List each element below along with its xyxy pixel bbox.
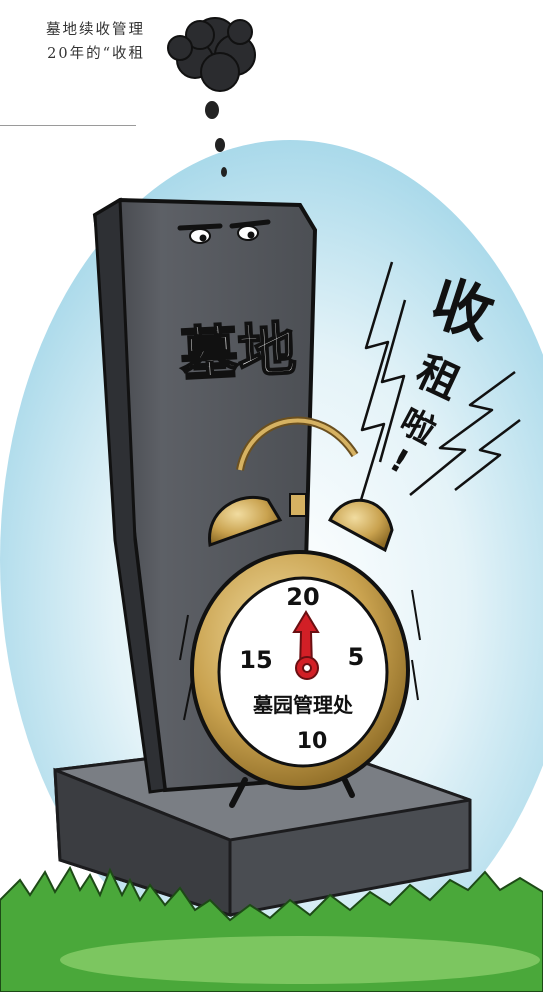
clock-number-20: 20 bbox=[286, 583, 319, 611]
caption-line-1: 墓地续收管理 bbox=[46, 22, 145, 38]
clock-number-15: 15 bbox=[239, 646, 272, 674]
clock-number-5: 5 bbox=[348, 643, 365, 671]
clock-number-10: 10 bbox=[297, 729, 328, 754]
clock-label: 墓园管理处 bbox=[252, 693, 354, 717]
falling-drops bbox=[205, 101, 227, 177]
caption-divider bbox=[0, 125, 136, 126]
tombstone-label: 墓地 bbox=[178, 315, 297, 389]
grass-shading bbox=[60, 936, 540, 984]
article-caption: 墓地续收管理 20年的“收租 bbox=[10, 18, 145, 66]
clock-hand bbox=[292, 610, 320, 680]
dark-cloud bbox=[167, 17, 256, 92]
lightning-bolts bbox=[356, 261, 521, 511]
caption-line-2: 20年的“收租 bbox=[47, 46, 145, 62]
